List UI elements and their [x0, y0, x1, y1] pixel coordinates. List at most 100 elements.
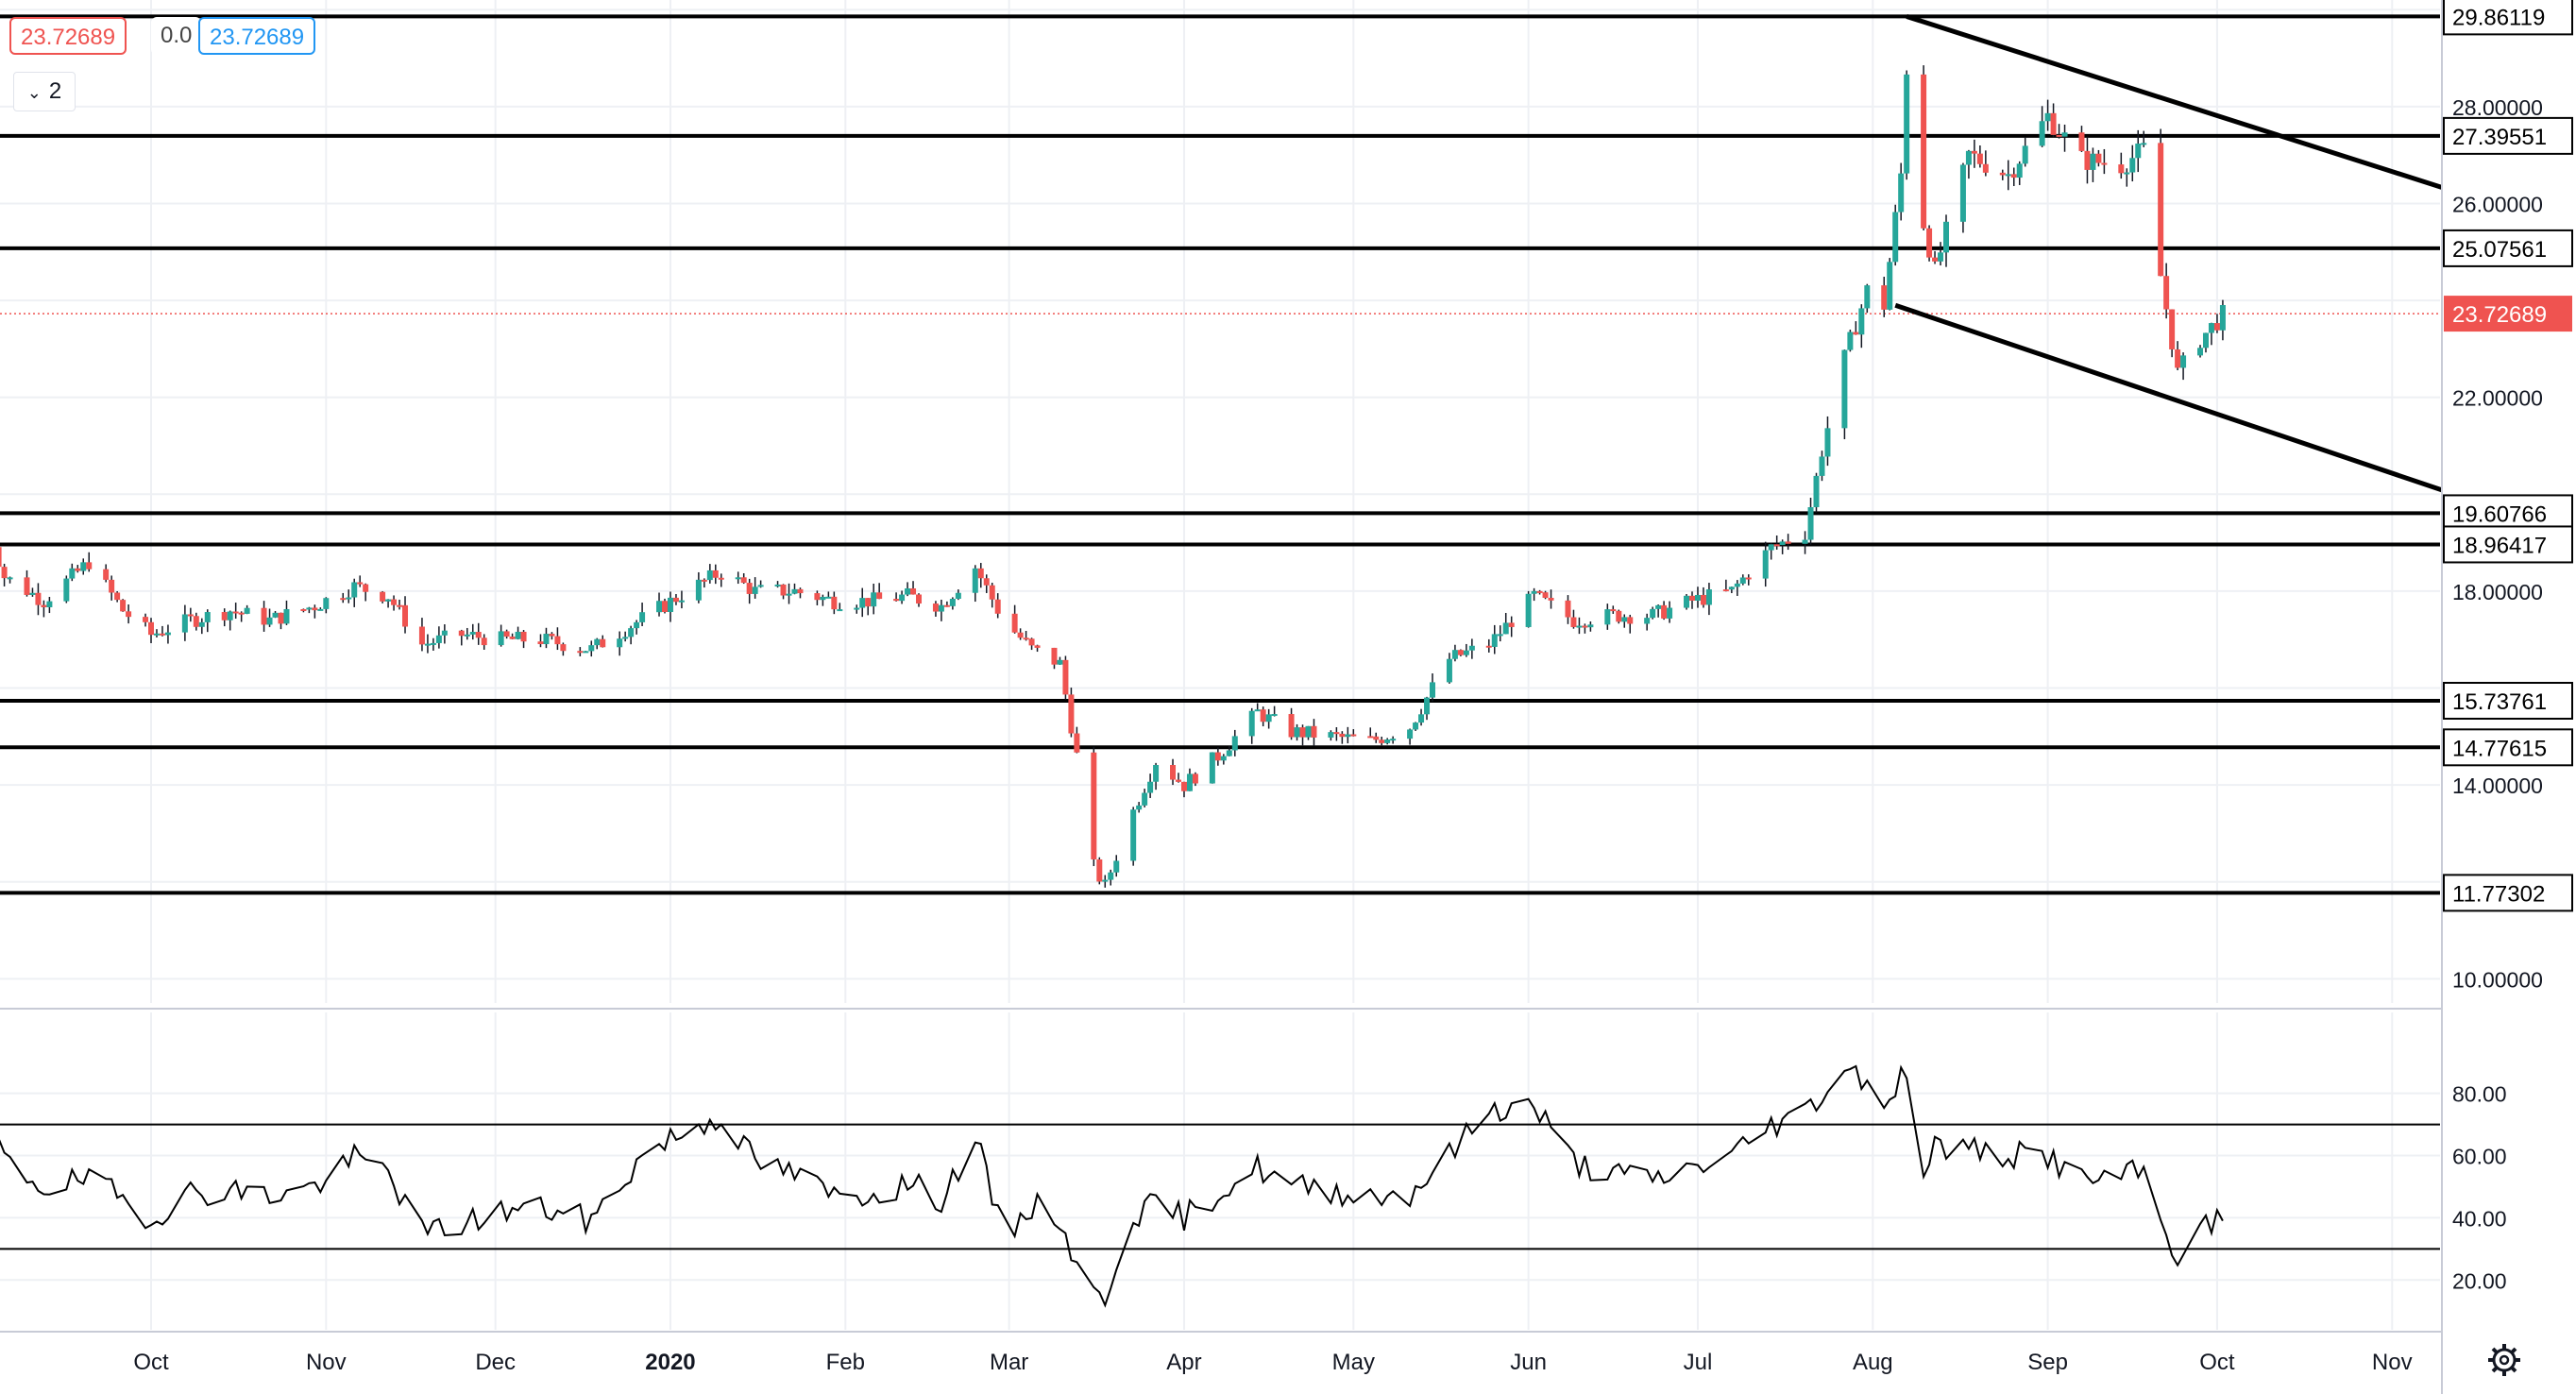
candle-body: [1333, 732, 1340, 735]
candle-body: [814, 593, 821, 601]
level-label-box: [2443, 229, 2573, 267]
candle-body: [1113, 860, 1120, 873]
candle-body: [469, 632, 476, 635]
candle-body: [1299, 727, 1306, 738]
current-price-label-box: [2444, 296, 2572, 332]
candle-body: [746, 583, 753, 594]
candle-body: [831, 596, 838, 610]
settings-gear-icon[interactable]: [2488, 1344, 2520, 1376]
rsi-tick-label: 60.00: [2452, 1145, 2507, 1169]
candle-body: [983, 578, 990, 586]
candle-body: [752, 586, 758, 594]
candle-body: [1802, 539, 1808, 544]
candle-body: [391, 599, 398, 605]
level-label-box: [2443, 874, 2573, 912]
candle-body: [622, 637, 629, 639]
indicator-legend-toggle[interactable]: ⌄ 2: [13, 72, 76, 111]
price-tick-label: 14.00000: [2452, 774, 2543, 798]
candle-body: [932, 604, 939, 612]
time-tick-label: Nov: [306, 1350, 347, 1375]
candle-body: [786, 593, 792, 596]
candle-body: [2118, 164, 2125, 174]
candle-body: [910, 587, 917, 595]
time-tick-label: Jun: [1510, 1350, 1547, 1375]
candle-body: [2084, 150, 2091, 170]
candle-body: [1548, 597, 1554, 601]
trendline: [1894, 302, 2455, 497]
candle-body: [678, 600, 685, 603]
candle-body: [1616, 610, 1622, 622]
candle-body: [1497, 634, 1503, 637]
candle-body: [1627, 617, 1634, 624]
candle-body: [1813, 475, 1820, 508]
candle-body: [143, 617, 149, 622]
candle-body: [871, 592, 877, 607]
last-price-badge: 23.72689: [9, 17, 127, 55]
candle-body: [600, 638, 606, 648]
candle-body: [712, 570, 719, 578]
candle-body: [1226, 750, 1232, 756]
level-label-box: [2443, 525, 2573, 564]
candle-body: [300, 608, 307, 611]
candle-body: [103, 569, 110, 580]
candle-body: [706, 570, 713, 581]
candle-body: [35, 592, 42, 605]
candle-body: [1350, 734, 1357, 737]
candle-body: [357, 582, 364, 585]
candle-body: [520, 631, 527, 642]
candle-body: [1892, 212, 1899, 263]
candle-body: [1661, 604, 1668, 619]
candle-body: [2208, 323, 2214, 333]
candle-body: [204, 612, 211, 622]
candle-body: [905, 587, 911, 595]
price-tick-label: 10.00000: [2452, 967, 2543, 992]
level-label-box: [2443, 728, 2573, 767]
candle-body: [1068, 694, 1075, 734]
candle-body: [854, 607, 860, 610]
candle-body: [2202, 332, 2209, 348]
candle-body: [1305, 725, 1312, 738]
candle-body: [1768, 544, 1774, 551]
candle-body: [1722, 589, 1729, 592]
chevron-down-icon: ⌄: [26, 83, 42, 102]
level-label: 14.77615: [2452, 736, 2547, 761]
candle-body: [363, 584, 369, 592]
candle-body: [1531, 590, 1537, 594]
candle-body: [628, 628, 635, 638]
candle-body: [639, 612, 646, 622]
candle-body: [791, 588, 798, 594]
time-tick-label: Feb: [826, 1350, 865, 1375]
rsi-tick-label: 20.00: [2452, 1268, 2507, 1293]
candle-body: [1288, 714, 1295, 738]
candle-body: [1965, 150, 1972, 165]
candle-body: [594, 638, 601, 646]
candlestick-series: [0, 65, 2226, 888]
candle-body: [1023, 638, 1029, 640]
candle-body: [481, 638, 487, 646]
level-label: 11.77302: [2452, 881, 2545, 907]
candle-body: [1186, 774, 1193, 791]
candle-body: [757, 585, 764, 587]
candle-body: [351, 582, 358, 598]
candle-body: [1570, 617, 1577, 627]
candle-body: [1130, 809, 1137, 861]
candle-body: [718, 577, 724, 580]
candle-body: [1898, 173, 1905, 212]
candle-body: [943, 604, 950, 607]
candle-body: [1644, 618, 1651, 624]
candle-body: [1762, 550, 1769, 579]
candle-body: [1384, 739, 1391, 743]
candle-body: [41, 604, 47, 607]
last-price-badge-alt: 23.72689: [198, 17, 316, 55]
time-tick-label: Apr: [1166, 1350, 1201, 1375]
candle-body: [1367, 736, 1374, 739]
candle-body: [1785, 541, 1791, 544]
candle-body: [464, 634, 470, 637]
candle-body: [1011, 613, 1018, 633]
candle-body: [994, 599, 1001, 614]
candle-body: [80, 562, 87, 571]
candle-body: [1921, 74, 1927, 229]
candle-body: [2022, 145, 2028, 164]
candle-body: [1424, 697, 1431, 715]
